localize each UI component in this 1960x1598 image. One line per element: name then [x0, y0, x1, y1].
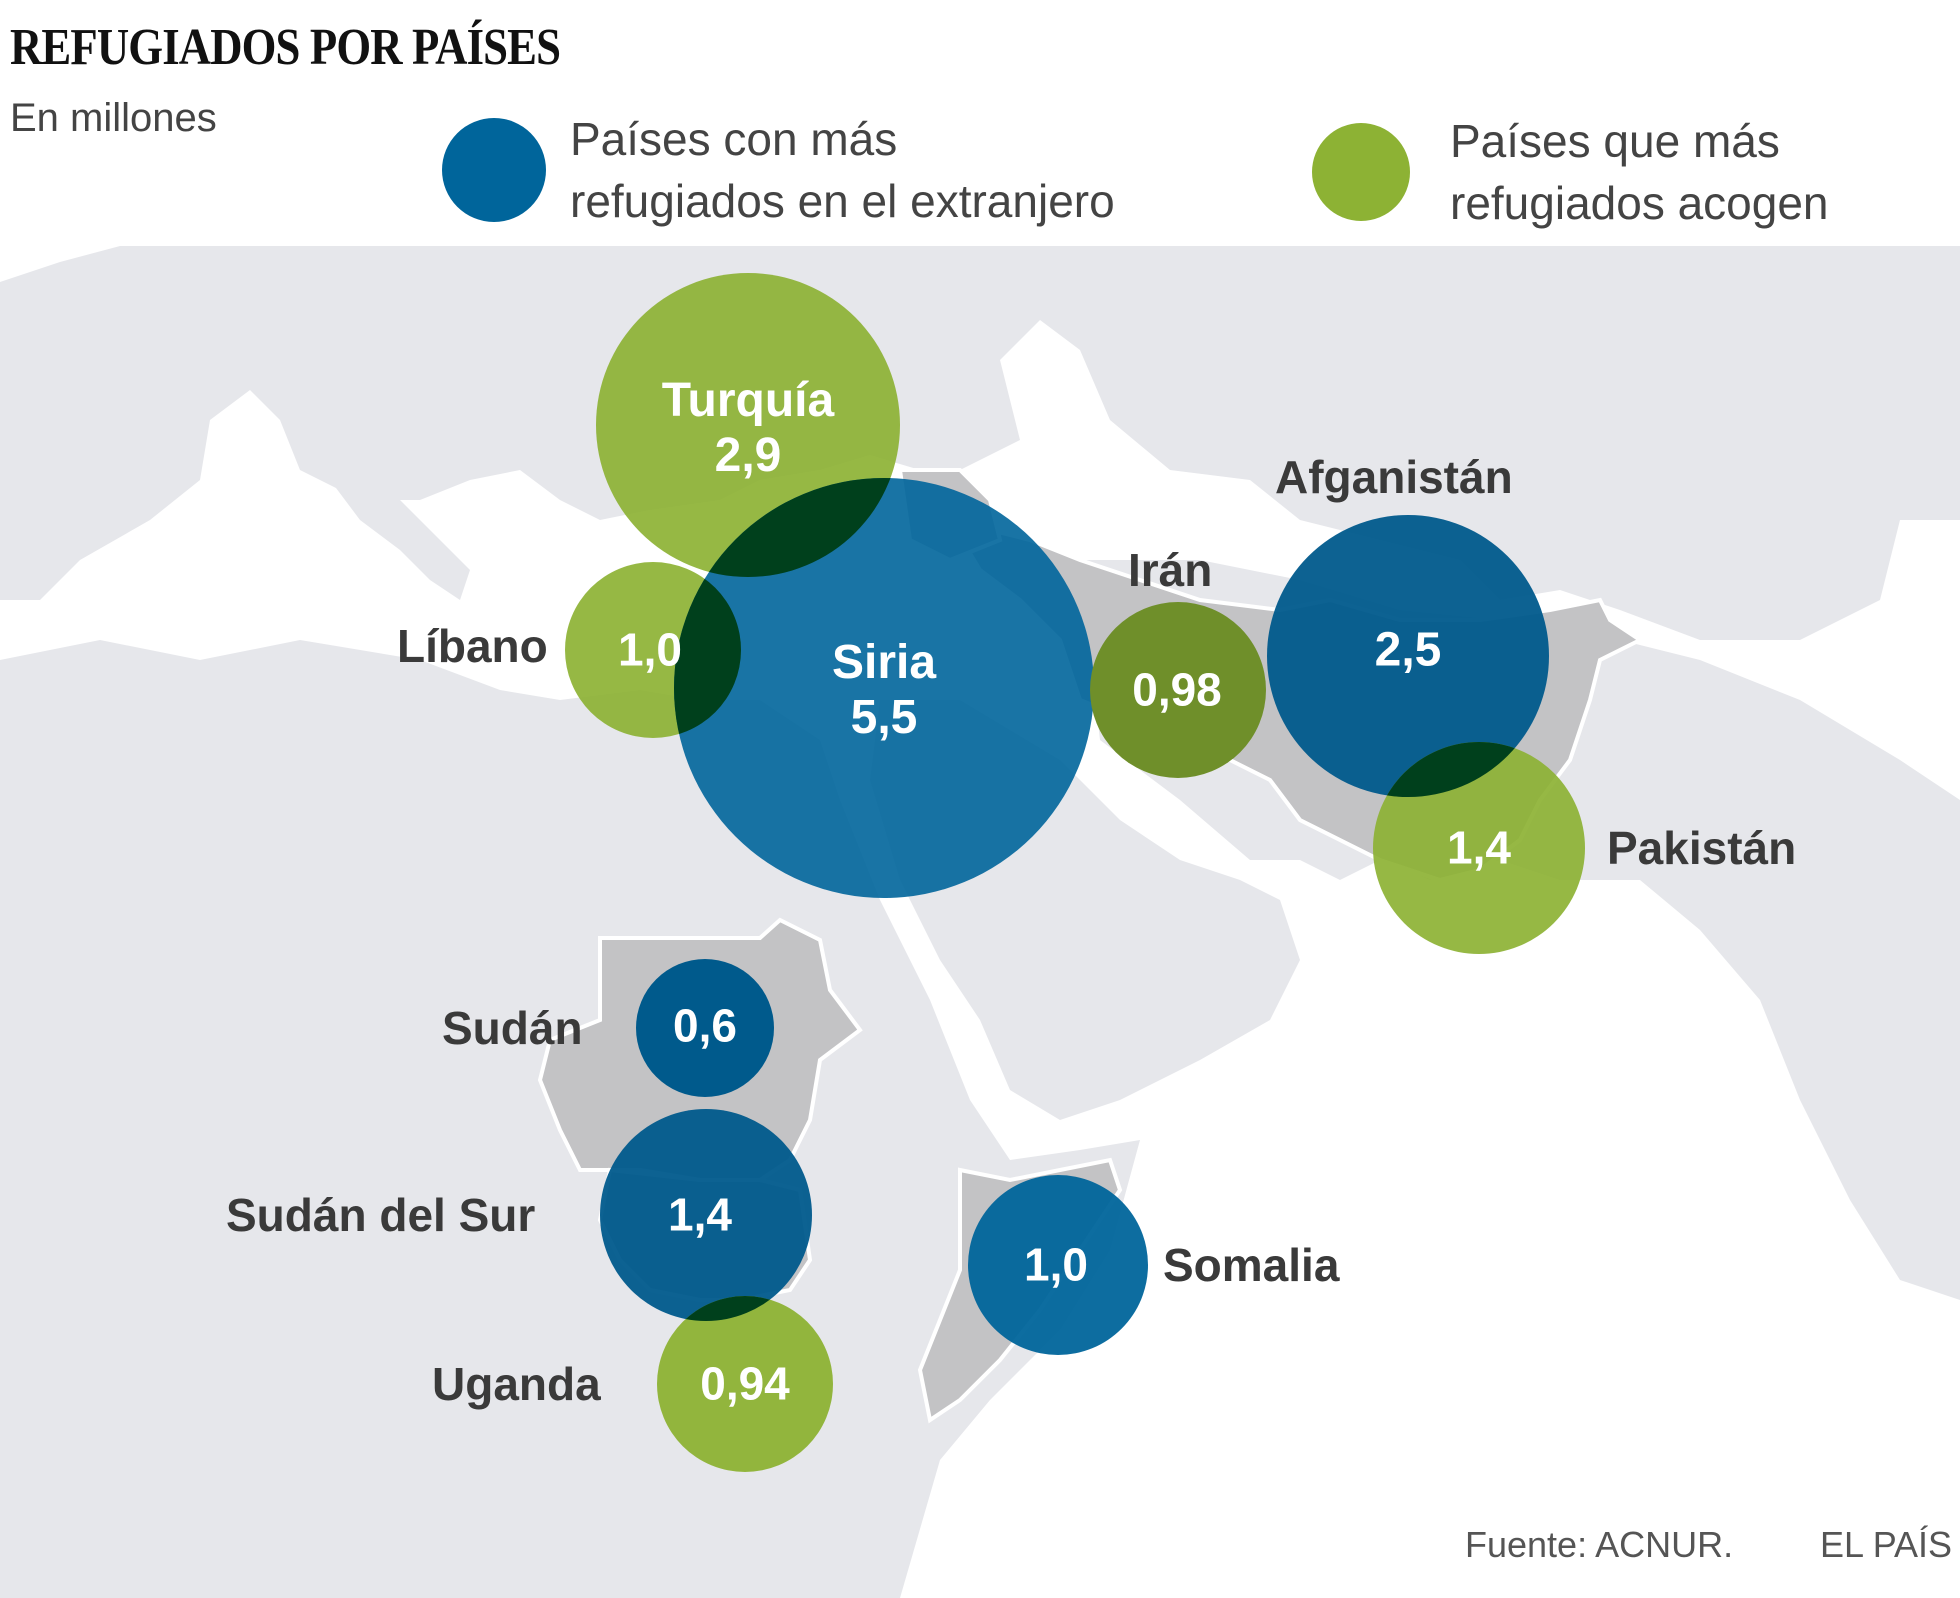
bubble-value-somalia: 1,0 [1024, 1238, 1088, 1291]
bubble-value-sudan: 0,6 [673, 999, 737, 1052]
bubble-iran[interactable] [1090, 602, 1266, 778]
country-label-pakistan: Pakistán [1607, 822, 1797, 874]
bubble-value-afganistan: 2,5 [1374, 623, 1442, 677]
bubble-country-siria: Siria [831, 635, 937, 689]
bubble-sudan-del-sur[interactable] [600, 1109, 812, 1321]
chart-subtitle: En millones [10, 96, 217, 140]
bubble-value-uganda: 0,94 [700, 1357, 790, 1410]
legend-host-dot-icon [1312, 123, 1410, 221]
bubble-country-turquia: Turquía [661, 373, 835, 427]
bubble-siria[interactable] [674, 478, 1094, 898]
map-canvas [0, 243, 1960, 1598]
country-label-iran: Irán [1128, 544, 1213, 596]
country-label-sudan: Sudán [442, 1002, 583, 1054]
country-label-libano: Líbano [397, 620, 548, 672]
bubble-value-turquia: 2,9 [714, 429, 782, 482]
bubble-sudan[interactable] [636, 959, 774, 1097]
bubble-value-sudan-del-sur: 1,4 [668, 1188, 732, 1241]
bubble-somalia[interactable] [968, 1175, 1148, 1355]
source-note: Fuente: ACNUR. [1465, 1524, 1734, 1565]
bubble-value-libano: 1,0 [618, 623, 682, 676]
bubble-afganistan[interactable] [1267, 515, 1549, 797]
chart-title: REFUGIADOS POR PAÍSES [10, 19, 561, 76]
bubble-label-siria: Siria 5,5 [832, 635, 936, 745]
publisher-credit: EL PAÍS [1820, 1524, 1953, 1565]
bubble-value-pakistan: 1,4 [1447, 821, 1511, 874]
legend-host-label: Países que más refugiados acogen [1450, 115, 1829, 229]
country-label-afganistan: Afganistán [1275, 451, 1513, 503]
country-label-somalia: Somalia [1163, 1239, 1340, 1291]
bubble-uganda[interactable] [657, 1296, 833, 1472]
legend-origin: Países con más refugiados en el extranje… [442, 108, 1115, 232]
bubble-value-iran: 0,98 [1132, 663, 1222, 716]
bubble-value-siria: 5,5 [850, 691, 918, 744]
country-label-sudan-del-sur: Sudán del Sur [226, 1189, 536, 1241]
land-italy [330, 430, 470, 600]
bubble-label-turquia: Turquía 2,9 [662, 373, 834, 483]
overlap-siria [674, 478, 900, 738]
legend-origin-label: Países con más refugiados en el extranje… [570, 113, 1115, 227]
country-label-uganda: Uganda [432, 1358, 601, 1410]
legend-origin-dot-icon [442, 118, 546, 222]
legend-host: Países que más refugiados acogen [1312, 110, 1829, 234]
